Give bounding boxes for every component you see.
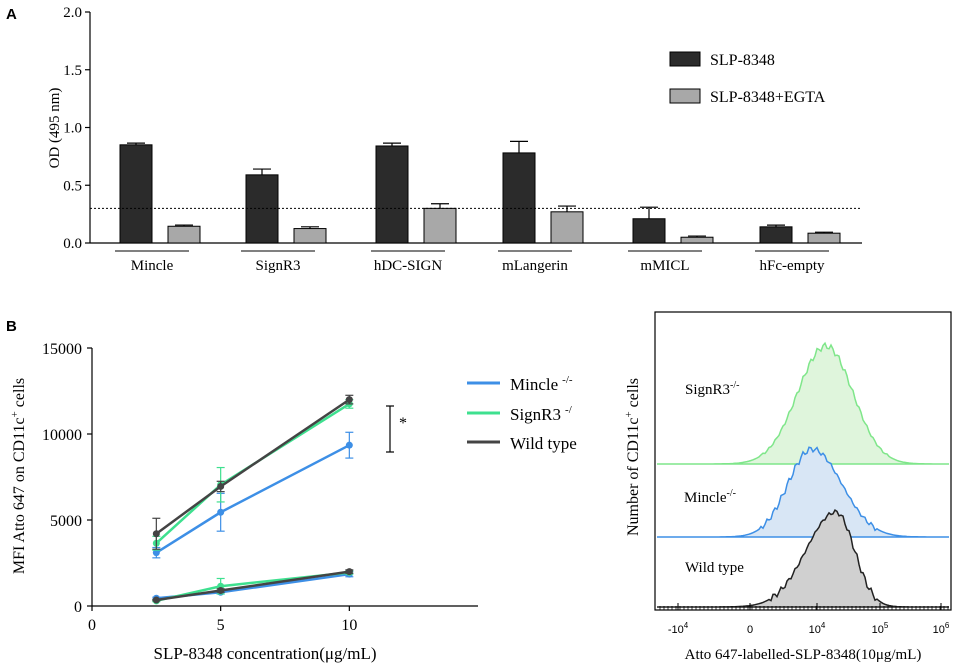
series-line-upper	[155, 402, 350, 545]
category-label: hDC-SIGN	[374, 258, 443, 274]
bar-mMICL-egta	[680, 236, 714, 244]
histogram-wildtype	[657, 509, 949, 608]
line-chart-b: 0 5000 10000 15000 0 5 10 * SLP-8348 concentra…	[9, 341, 577, 663]
category-label: Mincle	[131, 258, 174, 274]
b-x-tick-label: 10	[341, 617, 357, 634]
legend-label: SLP-8348+EGTA	[710, 89, 826, 106]
bar-hFc-empty-egta	[807, 232, 841, 244]
legend-label: SLP-8348	[710, 52, 775, 69]
data-point	[152, 549, 160, 557]
series-line-upper	[155, 444, 350, 554]
b-x-tick-label: 0	[88, 617, 96, 634]
category-label: mLangerin	[502, 258, 568, 274]
data-point	[152, 596, 160, 604]
category-label: mMICL	[640, 258, 689, 274]
bar-mLangerin-egta	[550, 211, 584, 244]
hist-label-wildtype: Wild type	[685, 560, 744, 576]
b-x-tick-label: 5	[217, 617, 225, 634]
hist-y-label: Number of CD11c+ cells	[623, 378, 642, 536]
a-y-label: OD (495 nm)	[47, 88, 63, 169]
a-y-tick-label: 0.0	[63, 236, 82, 252]
b-y-tick-label: 10000	[42, 427, 82, 444]
histogram-mincle	[657, 446, 949, 538]
data-point	[345, 568, 353, 576]
legend-label-mincle: Mincle -/-	[510, 374, 573, 394]
series-line-lower	[156, 570, 350, 602]
series-line-upper	[155, 398, 351, 535]
data-point	[152, 530, 160, 538]
bar-hFc-empty-slp	[759, 226, 793, 244]
histogram-frame	[654, 311, 952, 611]
data-point	[217, 508, 225, 516]
b-legend: Mincle -/- SignR3 -/ Wild type	[467, 374, 577, 453]
b-x-label: SLP-8348 concentration(μg/mL)	[154, 644, 377, 663]
data-point	[345, 396, 353, 404]
bar-SignR3-egta	[293, 228, 327, 244]
hist-x-tick-label: 104	[809, 621, 826, 636]
data-point	[217, 482, 225, 490]
hist-x-tick-label: 105	[872, 621, 889, 636]
b-y-tick-label: 5000	[50, 513, 82, 530]
b-y-tick-label: 0	[74, 599, 82, 616]
histogram-signr3	[657, 341, 949, 465]
bar-mLangerin-slp	[502, 152, 536, 244]
category-label: SignR3	[255, 258, 300, 274]
legend-label-signr3: SignR3 -/	[510, 404, 573, 424]
bar-hDC-SIGN-slp	[375, 145, 409, 244]
a-y-tick-label: 2.0	[63, 5, 82, 21]
bar-Mincle-slp	[119, 144, 153, 244]
legend-label-wildtype: Wild type	[510, 434, 577, 453]
legend-swatch	[669, 51, 701, 67]
panel-label-a: A	[6, 6, 17, 23]
category-label: hFc-empty	[760, 258, 825, 274]
a-y-tick-label: 0.5	[63, 178, 82, 194]
hist-x-tick-label: -104	[668, 621, 689, 636]
hist-label-signr3: SignR3-/-	[685, 380, 739, 398]
b-y-label: MFI Atto 647 on CD11c+ cells	[9, 378, 28, 574]
panel-label-b: B	[6, 318, 17, 335]
hist-x-tick-label: 106	[933, 621, 950, 636]
bar-Mincle-egta	[167, 225, 201, 244]
bar-chart-a: 0.0 0.5 1.0 1.5 2.0 Mincle SignR3 hDC-SIGN mLan…	[47, 5, 862, 274]
histogram-panel: SignR3-/- Mincle-/- Wild type -104 0 104 10…	[623, 311, 952, 663]
legend-swatch	[669, 88, 701, 104]
a-legend: SLP-8348 SLP-8348+EGTA	[669, 51, 826, 106]
data-point	[217, 587, 225, 595]
a-y-tick-label: 1.5	[63, 63, 82, 79]
hist-label-mincle: Mincle-/-	[684, 488, 736, 506]
significance-star: *	[399, 415, 407, 432]
b-y-tick-label: 15000	[42, 341, 82, 358]
bar-mMICL-slp	[632, 218, 666, 244]
hist-x-label: Atto 647-labelled-SLP-8348(10μg/mL)	[685, 647, 922, 663]
hist-x-tick-label: 0	[747, 624, 753, 636]
bar-SignR3-slp	[245, 174, 279, 244]
data-point	[345, 441, 353, 449]
a-y-tick-label: 1.0	[63, 121, 82, 137]
bar-hDC-SIGN-egta	[423, 207, 457, 244]
